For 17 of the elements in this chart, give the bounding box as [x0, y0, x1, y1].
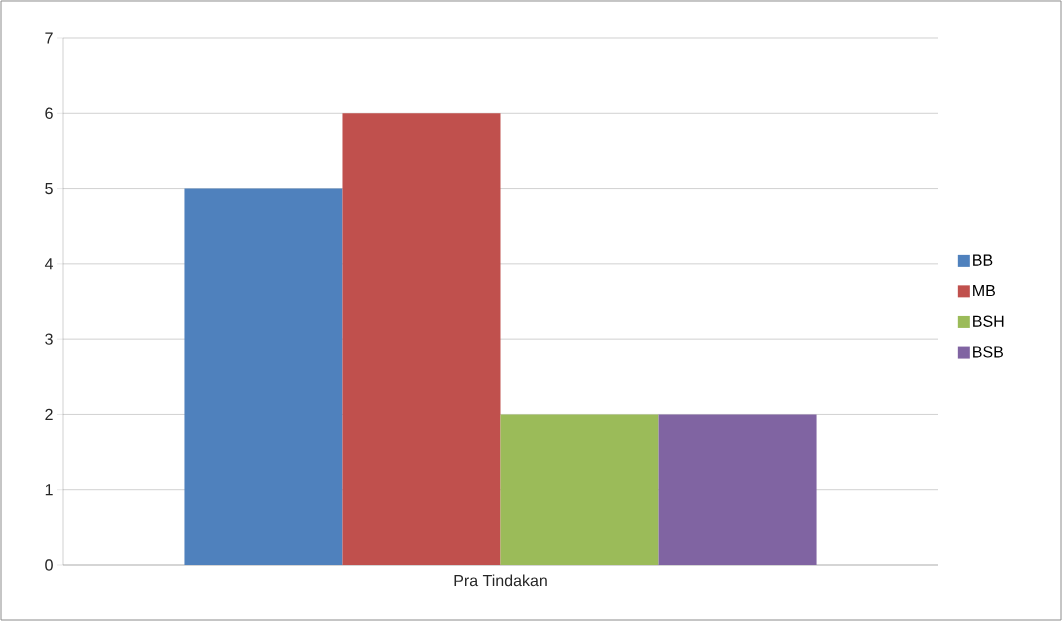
bar [184, 188, 343, 565]
legend-label: MB [973, 285, 995, 297]
legend-label: BB [973, 254, 993, 266]
y-tick-label: 1 [45, 484, 53, 496]
y-tick-label: 4 [44, 258, 54, 270]
y-tick-label: 5 [45, 182, 53, 195]
y-tick-label: 6 [45, 107, 53, 119]
y-tick-label: 2 [45, 408, 53, 421]
legend-label: BSB [973, 346, 1003, 358]
y-tick-label: 0 [45, 559, 53, 571]
legend-label: BSH [973, 315, 1004, 327]
bar [342, 113, 501, 565]
y-tick-label: 7 [45, 32, 53, 44]
bar [500, 414, 659, 565]
x-tick-label: Pra Tindakan [454, 574, 547, 587]
y-tick-label: 3 [45, 333, 53, 345]
bar [658, 414, 817, 565]
